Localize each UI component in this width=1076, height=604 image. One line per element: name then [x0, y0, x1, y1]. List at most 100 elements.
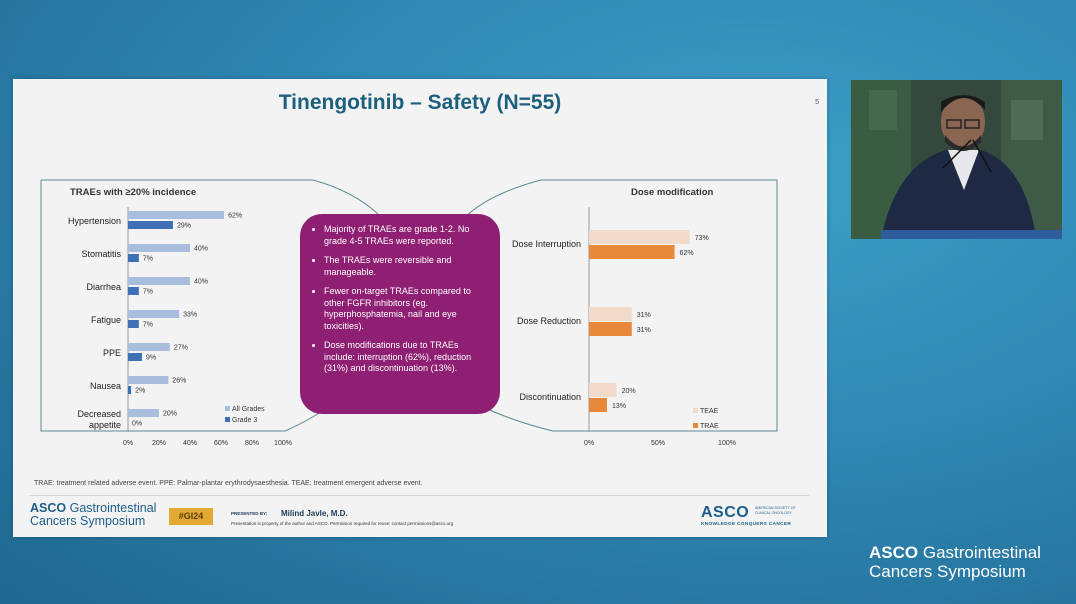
- trae-incidence-chart: Hypertension 62% 29% Stomatitis 40% 7% Diarrhe…: [68, 207, 292, 447]
- asco-logo-text: ASCO: [701, 504, 750, 521]
- data-label: 20%: [622, 388, 636, 395]
- charts-canvas: TRAEs with ≥20% incidence Dose modificat…: [40, 179, 778, 447]
- data-label: 2%: [135, 388, 145, 395]
- bar: [128, 254, 139, 262]
- summary-list: Majority of TRAEs are grade 1-2. No grad…: [310, 224, 490, 375]
- summary-point: The TRAEs were reversible and manageable…: [324, 255, 490, 278]
- legend-swatch: [225, 406, 230, 411]
- bar: [128, 320, 139, 328]
- bar: [128, 376, 169, 384]
- dose-modification-chart: Dose Interruption 73% 62% Dose Reduction 31%…: [512, 207, 736, 447]
- chart-title-left: TRAEs with ≥20% incidence: [70, 187, 196, 198]
- data-label: 20%: [163, 411, 177, 418]
- category-label: PPE: [103, 348, 121, 358]
- category-label: Nausea: [90, 381, 121, 391]
- tick-label: 50%: [651, 440, 665, 447]
- tick-label: 80%: [245, 440, 259, 447]
- logo-line2: Cancers Symposium: [30, 514, 146, 528]
- chart-title-right: Dose modification: [631, 187, 714, 198]
- bar: [589, 383, 617, 397]
- summary-box: Majority of TRAEs are grade 1-2. No grad…: [300, 214, 500, 414]
- footnote: TRAE: treatment related adverse event. P…: [34, 480, 423, 487]
- bar: [589, 307, 632, 321]
- bar: [128, 287, 139, 295]
- speaker-figure: [851, 80, 1062, 239]
- data-label: 31%: [637, 327, 651, 334]
- asco-society-text: AMERICAN SOCIETY OF CLINICAL ONCOLOGY: [755, 506, 796, 515]
- tick-label: 100%: [718, 440, 736, 447]
- summary-point: Fewer on-target TRAEs compared to other …: [324, 286, 490, 332]
- hashtag-badge: #GI24: [169, 508, 213, 525]
- bar: [589, 322, 632, 336]
- bar: [589, 230, 690, 244]
- data-label: 26%: [172, 378, 186, 385]
- data-label: 62%: [228, 213, 242, 220]
- category-label: Discontinuation: [519, 392, 581, 402]
- bar: [589, 398, 607, 412]
- data-label: 7%: [143, 289, 153, 296]
- category-label: Stomatitis: [81, 249, 121, 259]
- footer-divider: [29, 495, 809, 496]
- corner-asco-gi-logo: ASCO Gastrointestinal Cancers Symposium: [869, 543, 1041, 581]
- logo-rest: Gastrointestinal: [66, 501, 157, 515]
- data-label: 62%: [680, 250, 694, 257]
- data-label: 29%: [177, 223, 191, 230]
- bar: [128, 386, 132, 394]
- slide-title: Tinengotinib – Safety (N=55): [278, 91, 562, 114]
- category-label: Dose Interruption: [512, 239, 581, 249]
- data-label: 7%: [143, 256, 153, 263]
- legend-label: Grade 3: [232, 417, 257, 424]
- right-panel-frame: [541, 179, 778, 432]
- bar: [128, 409, 159, 417]
- category-label: Dose Reduction: [517, 316, 581, 326]
- corner-logo-line2: Cancers Symposium: [869, 562, 1026, 581]
- bar: [128, 221, 173, 229]
- asco-gi-logo: ASCO Gastrointestinal Cancers Symposium: [30, 502, 156, 528]
- data-label: 0%: [132, 421, 142, 428]
- data-label: 7%: [143, 322, 153, 329]
- summary-point: Majority of TRAEs are grade 1-2. No grad…: [324, 224, 490, 247]
- data-label: 40%: [194, 279, 208, 286]
- category-label: Diarrhea: [86, 282, 121, 292]
- left-panel-frame: [40, 180, 285, 432]
- data-label: 13%: [612, 403, 626, 410]
- corner-logo-rest: Gastrointestinal: [918, 543, 1041, 562]
- data-label: 9%: [146, 355, 156, 362]
- bar: [589, 245, 675, 259]
- logo-bold: ASCO: [30, 501, 67, 515]
- presentation-slide: Tinengotinib – Safety (N=55) 5 TRAEs wit…: [13, 79, 827, 537]
- summary-point: Dose modifications due to TRAEs include:…: [324, 340, 490, 375]
- data-label: 40%: [194, 246, 208, 253]
- category-label: Fatigue: [91, 315, 121, 325]
- corner-logo-bold: ASCO: [869, 543, 919, 562]
- category-label: appetite: [89, 420, 121, 430]
- presented-by-label: PRESENTED BY:: [231, 511, 268, 516]
- left-arc: [312, 179, 379, 215]
- tick-label: 40%: [183, 440, 197, 447]
- bar: [128, 310, 180, 318]
- legend-swatch: [225, 417, 230, 422]
- bar: [128, 211, 225, 219]
- tick-label: 20%: [152, 440, 166, 447]
- legend-swatch: [693, 408, 698, 413]
- data-label: 27%: [174, 345, 188, 352]
- data-label: 33%: [183, 312, 197, 319]
- tick-label: 100%: [274, 440, 292, 447]
- presenter-name: Milind Javle, M.D.: [281, 509, 348, 518]
- asco-tagline: KNOWLEDGE CONQUERS CANCER: [701, 522, 792, 527]
- bar: [128, 353, 142, 361]
- tick-label: 0%: [123, 440, 133, 447]
- legend-label: TRAE: [700, 423, 719, 430]
- bar: [128, 277, 190, 285]
- tick-label: 60%: [214, 440, 228, 447]
- slide-number: 5: [815, 99, 819, 106]
- data-label: 73%: [695, 235, 709, 242]
- data-label: 31%: [637, 312, 651, 319]
- asco-logo: ASCO AMERICAN SOCIETY OF CLINICAL ONCOLO…: [701, 504, 811, 527]
- legend-label: TEAE: [700, 408, 719, 415]
- legend-label: All Grades: [232, 406, 265, 413]
- legend-swatch: [693, 423, 698, 428]
- tick-label: 0%: [584, 440, 594, 447]
- disclaimer: Presentation is property of the author a…: [231, 521, 454, 526]
- category-label: Decreased: [77, 409, 121, 419]
